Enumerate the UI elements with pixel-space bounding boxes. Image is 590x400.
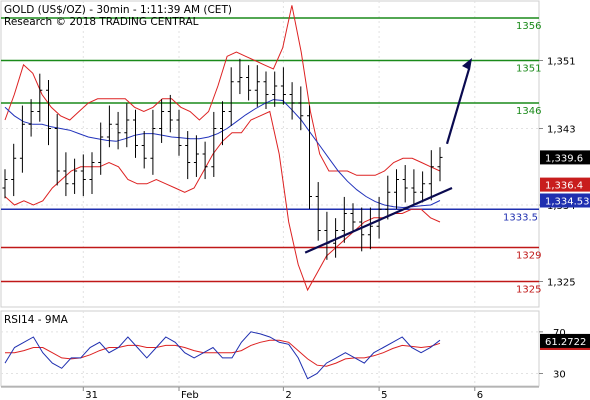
x-tick-label: 5	[381, 390, 387, 400]
rsi-label: RSI14 - 9MA	[4, 314, 69, 326]
rsi-tick-label: 30	[553, 370, 566, 381]
rsi-line	[4, 331, 441, 380]
last-price-tag-box	[540, 150, 590, 165]
price-panel	[0, 0, 540, 308]
chart-subtitle: Research © 2018 TRADING CENTRAL	[4, 16, 199, 28]
support-label-1329: 1329	[516, 251, 541, 262]
price-tick-label: 1,325	[547, 278, 576, 289]
rsi-tick-label: 70	[553, 328, 566, 339]
bollinger-upper-tag-box	[540, 177, 590, 192]
x-tick-label: 6	[477, 390, 483, 400]
chart-title: GOLD (US$/OZ) - 30min - 1:11:39 AM (CET)	[4, 4, 232, 16]
x-tick-label: 2	[285, 390, 291, 400]
last-price-tag: 1,339.6	[545, 153, 583, 164]
resistance-label-1356: 1356	[516, 21, 541, 32]
bollinger-upper-tag: 1,336.4	[545, 181, 583, 192]
support-trendline	[304, 186, 453, 254]
moving-average-tag: 1,334.53	[545, 196, 590, 207]
moving-average-tag-box	[540, 193, 590, 208]
rsi-panel	[0, 310, 540, 387]
resistance-label-1351: 1351	[516, 64, 541, 75]
x-tick-label: Feb	[181, 390, 199, 400]
resistance-label-1346: 1346	[516, 106, 541, 117]
forecast-arrow-head	[462, 58, 472, 70]
price-tick-label: 1,351	[547, 57, 576, 68]
support-label-1325: 1325	[516, 285, 541, 296]
bollinger-upper-line	[4, 5, 441, 176]
forecast-arrow	[445, 68, 471, 145]
x-tick-label: 31	[85, 390, 98, 400]
pivot-label: 1333.5	[503, 212, 538, 223]
rsi-value-tag: 61.2722	[545, 337, 586, 348]
price-tick-label: 1,343	[547, 125, 576, 136]
rsi-value-tag-box	[540, 333, 590, 348]
